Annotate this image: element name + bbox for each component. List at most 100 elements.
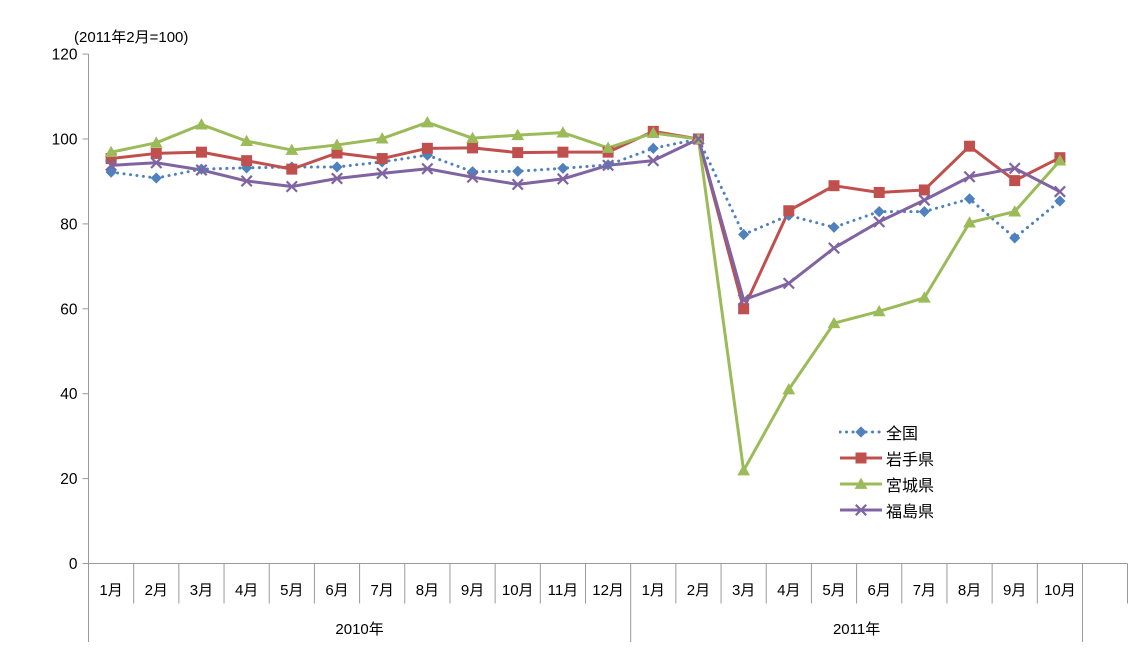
x-tick-label: 3月 [190,582,213,599]
series-marker-miyagi [240,134,254,147]
series-marker-miyagi [466,131,479,144]
series-line-miyagi [110,120,1062,473]
x-tick-label: 1月 [642,582,665,599]
series-marker-fukushima [1008,162,1021,175]
series-marker-fukushima [195,164,208,176]
x-tick-label: 11月 [548,582,579,599]
series-marker-miyagi [195,118,208,130]
series-marker-miyagi [511,128,525,141]
series-marker-zenkoku [150,172,162,184]
series-marker-iwate [964,140,976,152]
series-marker-fukushima [737,293,750,306]
series-marker-zenkoku [331,161,343,173]
legend-marker-glyph-miyagi [854,477,868,489]
series-marker-zenkoku [557,162,569,174]
series-marker-fukushima [602,159,615,172]
series-marker-miyagi [827,316,841,329]
series-marker-iwate [557,146,569,158]
series-marker-miyagi [375,132,389,144]
y-tick-label: 0 [69,556,78,573]
series-marker-miyagi [330,138,344,150]
series-marker-fukushima [1053,185,1066,198]
x-tick-label: 2月 [145,582,168,599]
legend-marker-iwate-icon [840,452,882,464]
legend-item-zenkoku: 全国 [839,419,934,445]
series-marker-fukushima [647,154,660,167]
x-tick-label: 5月 [280,582,303,599]
series-marker-fukushima [240,175,253,188]
legend-label-fukushima: 福島県 [886,504,935,521]
series-marker-fukushima [466,171,479,184]
series-marker-iwate [828,180,840,192]
series-marker-fukushima [105,159,118,172]
series-marker-miyagi [1008,205,1022,217]
x-tick-label: 9月 [1003,582,1026,599]
series-marker-miyagi [1053,154,1067,166]
series-marker-fukushima [556,172,569,185]
year-label-2010: 2010年 [335,621,383,638]
legend-marker-zenkoku-icon [839,426,883,438]
series-marker-miyagi [601,141,615,153]
series-marker-miyagi [285,143,299,155]
legend-label-iwate: 岩手県 [886,452,935,469]
series-marker-miyagi [149,136,163,148]
series-marker-miyagi [104,145,118,158]
y-tick-label: 100 [52,132,78,149]
series-marker-fukushima [331,172,343,185]
x-tick-label: 4月 [777,582,800,599]
series-marker-zenkoku [738,228,750,241]
x-tick-label: 10月 [502,582,534,599]
series-marker-iwate [738,303,750,315]
x-tick-label: 6月 [868,582,891,599]
series-marker-miyagi [420,116,434,128]
series-marker-fukushima [421,162,434,175]
series-line-zenkoku [109,137,1062,240]
legend-label-zenkoku: 全国 [886,426,919,443]
series-marker-iwate [195,146,207,158]
x-tick-label: 2月 [687,582,710,599]
series-marker-fukushima [511,178,524,191]
legend-item-iwate: 岩手県 [839,445,934,471]
series-marker-miyagi [556,126,570,138]
x-tick-label: 3月 [732,582,755,599]
x-tick-label: 12月 [592,582,624,599]
y-tick-label: 120 [52,47,78,64]
series-marker-zenkoku [1009,232,1021,244]
series-marker-miyagi [737,464,751,476]
series-marker-iwate [873,186,885,198]
series-marker-zenkoku [918,205,930,218]
series-marker-iwate [105,153,117,165]
series-marker-iwate [467,142,479,154]
series-marker-iwate [241,155,253,167]
series-marker-iwate [783,205,795,217]
series-marker-fukushima [150,156,163,169]
legend-marker-glyph-fukushima [855,504,867,516]
series-marker-fukushima [285,180,298,193]
series-marker-iwate [1009,175,1021,187]
x-tick-label: 10月 [1044,582,1076,599]
legend-item-miyagi: 宮城県 [839,471,934,497]
y-tick-label: 40 [60,386,78,403]
y-tick-label: 60 [60,301,78,318]
series-marker-zenkoku [512,165,524,177]
x-tick-label: 5月 [822,582,845,599]
x-tick-label: 6月 [325,582,348,599]
series-marker-zenkoku [1054,195,1066,207]
legend-label-miyagi: 宮城県 [886,478,935,495]
y-tick-label: 80 [60,216,78,233]
series-marker-iwate [331,147,343,159]
series-marker-fukushima [828,242,840,255]
chart-legend: 全国 岩手県 宮城県 福島県 [839,419,934,523]
series-marker-iwate [421,142,433,154]
series-marker-fukushima [873,215,886,228]
series-marker-zenkoku [828,221,840,233]
series-marker-fukushima [376,167,389,180]
series-marker-miyagi [963,216,976,228]
series-line-iwate [110,129,1061,311]
x-tick-label: 8月 [416,582,439,599]
legend-marker-miyagi-icon [840,477,882,489]
x-tick-label: 9月 [461,582,484,599]
series-marker-zenkoku [647,142,659,154]
year-label-2011: 2011年 [833,621,880,638]
